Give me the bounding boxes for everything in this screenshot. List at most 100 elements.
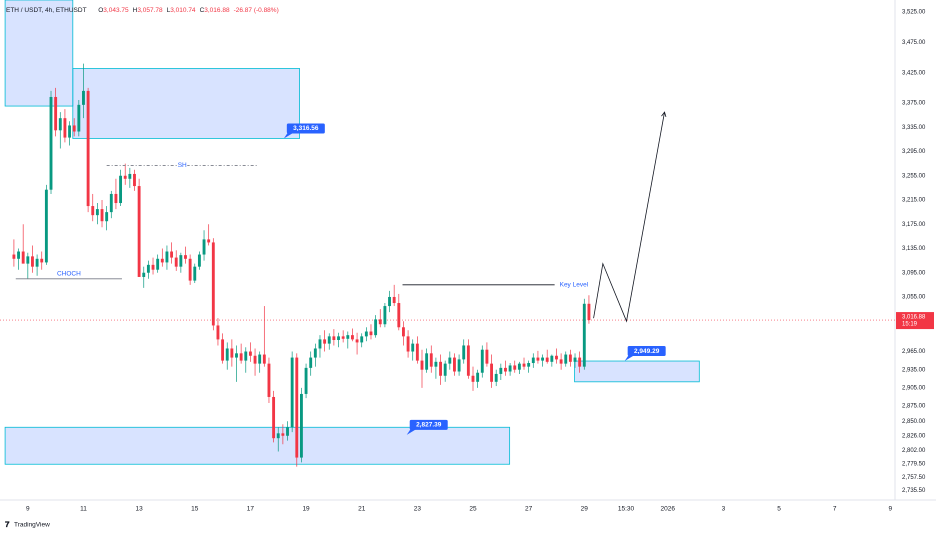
candle-body xyxy=(323,339,327,344)
candle-body xyxy=(457,359,461,372)
candle-body xyxy=(531,357,535,364)
candle-body xyxy=(225,348,229,361)
candle-body xyxy=(21,251,25,264)
candle-body xyxy=(151,264,155,270)
tag-box xyxy=(627,346,666,357)
ohlc-value: 3,010.74 xyxy=(170,7,196,14)
x-tick-label: 9 xyxy=(26,506,30,513)
candle-body xyxy=(253,355,257,364)
candle-body xyxy=(578,357,582,367)
candle-body xyxy=(309,357,313,368)
y-tick-label: 3,335.00 xyxy=(902,125,926,131)
x-tick-label: 11 xyxy=(80,506,87,513)
candle-body xyxy=(170,251,174,258)
candle-body xyxy=(109,193,113,213)
candle-body xyxy=(480,349,484,373)
candle-body xyxy=(31,256,34,267)
candle-body xyxy=(179,255,183,267)
zone xyxy=(4,0,74,107)
candle-body xyxy=(439,361,442,376)
zone xyxy=(72,68,300,139)
candle-body xyxy=(559,359,563,364)
candle-body xyxy=(332,336,336,340)
level-label: SH xyxy=(178,162,187,169)
candle-body xyxy=(12,254,16,259)
candle-body xyxy=(239,353,243,361)
candle-body xyxy=(527,363,531,367)
candle-body xyxy=(383,306,387,325)
candles xyxy=(0,63,895,467)
ohlc-key: L xyxy=(167,7,171,14)
candle-body xyxy=(72,125,76,132)
candle-body xyxy=(499,367,503,374)
candle-body xyxy=(17,251,20,259)
candle-body xyxy=(545,357,549,362)
x-tick-label: 15:30 xyxy=(618,506,635,513)
last-price-box xyxy=(896,312,934,330)
y-tick-label: 2,875.00 xyxy=(902,404,926,410)
candle-body xyxy=(476,372,480,382)
candle-body xyxy=(86,90,90,207)
x-tick-label: 17 xyxy=(247,506,255,513)
ohlc-key: H xyxy=(133,7,138,14)
tag-box xyxy=(286,123,325,134)
y-tick-label: 2,935.00 xyxy=(902,367,926,373)
candle-body xyxy=(174,257,178,267)
candle-body xyxy=(573,357,577,362)
candle-body xyxy=(35,258,39,267)
candle-body xyxy=(133,173,136,187)
candle-body xyxy=(462,345,466,360)
tag-box xyxy=(409,419,448,430)
y-tick-label: 3,095.00 xyxy=(902,270,926,276)
candle-body xyxy=(221,339,225,361)
candle-body xyxy=(211,242,215,326)
candle-body xyxy=(165,251,169,263)
candle-body xyxy=(555,355,558,360)
y-tick-label: 2,779.50 xyxy=(902,462,926,468)
candle-body xyxy=(471,375,475,382)
candle-body xyxy=(58,118,62,131)
candle-body xyxy=(485,349,489,364)
x-tick-label: 29 xyxy=(581,506,589,513)
candle-body xyxy=(123,175,127,179)
candle-body xyxy=(290,357,294,428)
y-tick-label: 2,826.00 xyxy=(902,433,926,439)
candle-body xyxy=(517,363,521,370)
ohlc-key: C xyxy=(200,7,205,14)
candle-body xyxy=(337,336,340,340)
candle-body xyxy=(508,365,512,372)
candle-body xyxy=(49,96,53,190)
candle-body xyxy=(341,336,345,339)
ohlc-value: 3,057.78 xyxy=(137,7,163,14)
level-label: Key Level xyxy=(560,282,589,289)
candle-body xyxy=(258,354,262,364)
x-tick-label: 25 xyxy=(469,506,477,513)
y-tick-label: 3,135.00 xyxy=(902,246,926,252)
last-price-label: 3,016.88 xyxy=(902,315,926,321)
candle-body xyxy=(350,335,354,340)
overlays: SH CHOCH Key Level 3,316.56 2,827.39 2,949.29 xyxy=(15,111,667,435)
tag-pointer xyxy=(624,355,635,362)
candle-body xyxy=(82,90,85,105)
candle-body xyxy=(100,209,104,222)
y-tick-label: 3,425.00 xyxy=(902,70,926,76)
y-tick-label: 3,525.00 xyxy=(902,10,926,16)
candle-body xyxy=(541,357,545,361)
brand-logo: 𝟕 xyxy=(5,520,10,529)
y-tick-label: 3,475.00 xyxy=(902,40,926,46)
candle-body xyxy=(453,357,456,372)
candle-body xyxy=(494,373,498,382)
brand-name: TradingView xyxy=(14,522,50,529)
x-tick-label: 9 xyxy=(889,506,893,513)
x-tick-label: 13 xyxy=(136,506,144,513)
x-tick-label: 23 xyxy=(414,506,422,513)
candle-body xyxy=(304,367,308,394)
candle-body xyxy=(295,357,299,458)
candle-body xyxy=(156,258,160,270)
x-tick-label: 2026 xyxy=(661,506,676,513)
candle-body xyxy=(114,193,118,204)
candle-body xyxy=(137,186,141,277)
candle-body xyxy=(44,189,48,263)
